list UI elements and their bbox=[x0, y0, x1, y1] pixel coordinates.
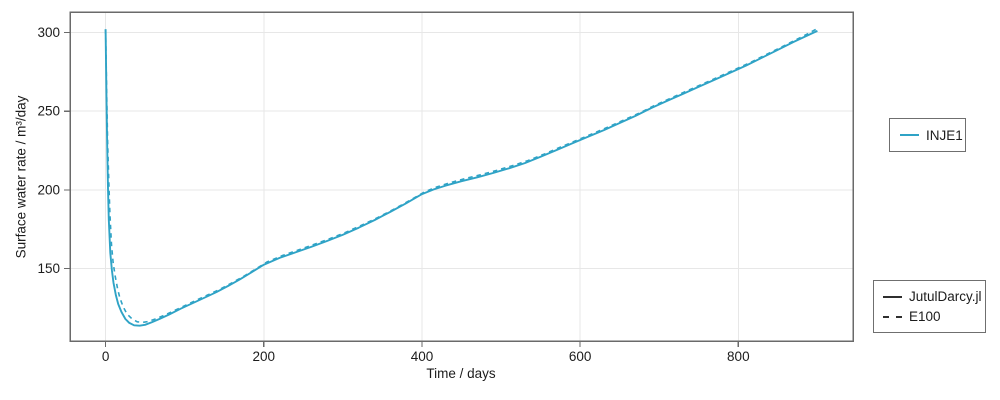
legend-series: INJE1 bbox=[889, 118, 966, 152]
legend-sources: JutulDarcy.jl E100 bbox=[873, 280, 986, 333]
x-tick-label: 600 bbox=[569, 349, 592, 364]
x-tick-label: 200 bbox=[253, 349, 276, 364]
y-tick-label: 250 bbox=[37, 104, 60, 119]
y-tick-label: 300 bbox=[37, 25, 60, 40]
legend-label-jutuldarcy: JutulDarcy.jl bbox=[909, 289, 982, 304]
line-sample-e100-icon bbox=[883, 315, 902, 318]
y-axis-title: Surface water rate / m³/day bbox=[13, 95, 29, 259]
legend-entry-inje1: INJE1 bbox=[900, 128, 963, 143]
line-sample-inje1-icon bbox=[900, 134, 919, 136]
series-line-jutuldarcy-jl bbox=[104, 29, 818, 327]
y-tick-label: 150 bbox=[37, 261, 60, 276]
x-tick-label: 800 bbox=[727, 349, 750, 364]
x-tick-label: 0 bbox=[102, 349, 110, 364]
legend-entry-e100: E100 bbox=[883, 309, 976, 324]
legend-label-e100: E100 bbox=[909, 309, 941, 324]
x-axis-title: Time / days bbox=[426, 366, 496, 381]
plot-frame bbox=[69, 11, 854, 342]
y-tick-label: 200 bbox=[37, 182, 60, 197]
series-line-e100 bbox=[104, 27, 818, 324]
line-sample-jutuldarcy-icon bbox=[883, 295, 902, 298]
x-tick-label: 400 bbox=[411, 349, 434, 364]
legend-label-inje1: INJE1 bbox=[926, 127, 963, 143]
legend-entry-jutuldarcy: JutulDarcy.jl bbox=[883, 289, 982, 304]
